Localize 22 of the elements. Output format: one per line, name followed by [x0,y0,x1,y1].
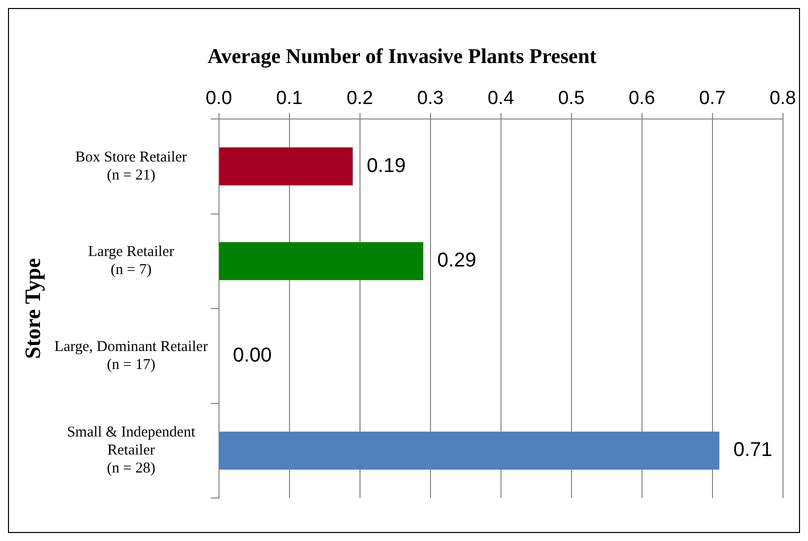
bar [219,242,424,280]
x-tick-label: 0.4 [488,88,514,109]
bar [219,432,720,470]
x-tick-label: 0.5 [558,88,585,109]
x-tick-label: 0.2 [346,88,374,109]
data-label: 0.29 [437,250,476,272]
x-tick-label: 0.7 [699,88,726,109]
data-label: 0.71 [733,439,772,462]
data-label: 0.00 [232,344,272,366]
y-tick-label: Large, Dominant Retailer (n = 17) [54,338,208,373]
x-tick-label: 0.0 [206,88,232,109]
x-tick-label: 0.1 [276,88,303,109]
y-axis-title: Store Type [20,258,45,359]
data-label: 0.19 [366,154,406,177]
y-tick-label: Small & Independent Retailer (n = 28) [66,424,196,477]
x-tick-label: 0.3 [417,88,444,109]
y-tick-label: Box Store Retailer (n = 21) [75,149,187,184]
chart-title: Average Number of Invasive Plants Present [207,44,597,68]
x-tick-label: 0.8 [770,88,796,109]
x-tick-label: 0.6 [628,88,656,109]
bar [219,147,353,186]
y-tick-label: Large Retailer (n = 7) [88,244,174,278]
